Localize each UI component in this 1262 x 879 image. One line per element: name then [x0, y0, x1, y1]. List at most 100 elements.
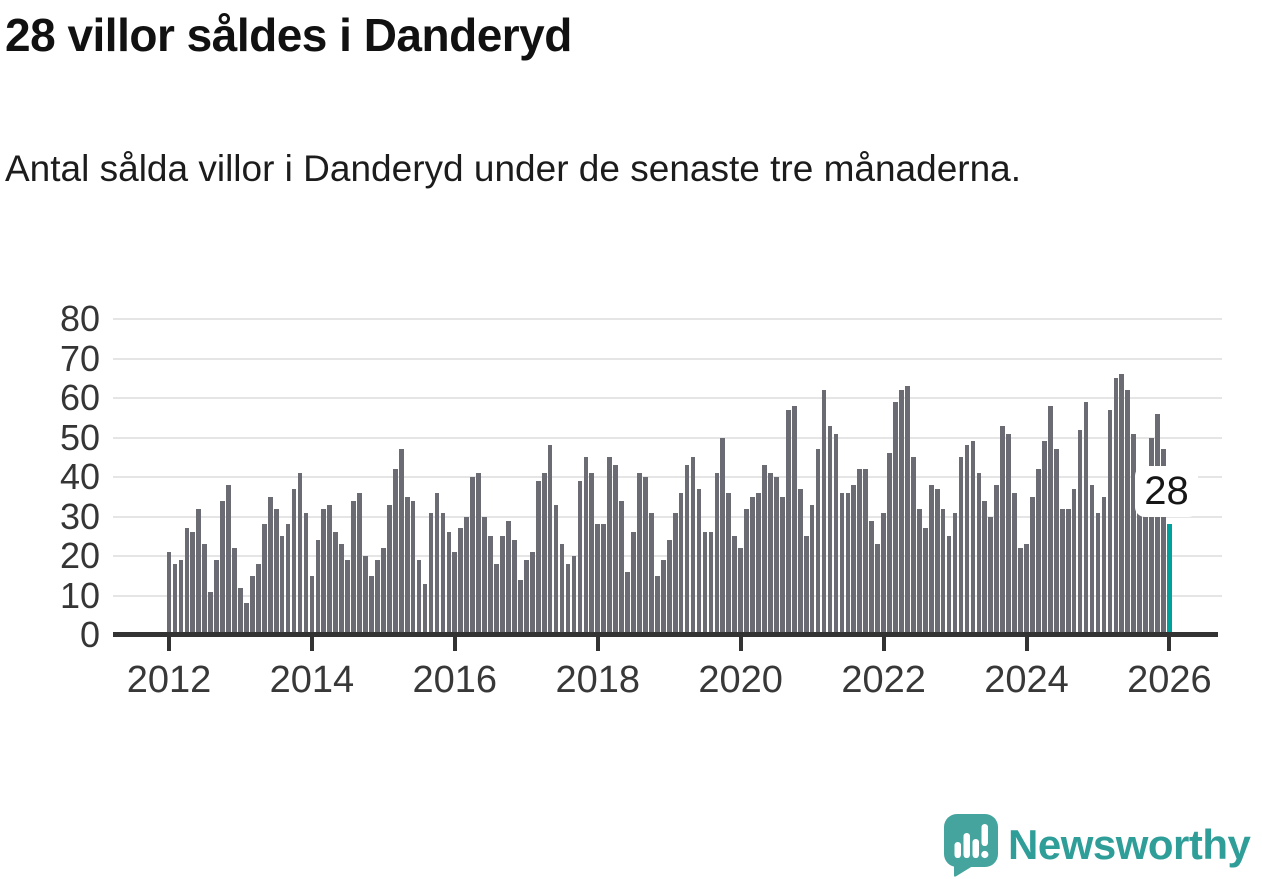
bar [357, 492, 362, 635]
bar [708, 532, 714, 635]
x-axis-tick-2024 [1024, 637, 1029, 651]
bar [1012, 492, 1017, 635]
y-axis-label-0: 0 [79, 614, 100, 655]
x-axis-label-2018: 2018 [555, 659, 641, 701]
bar [958, 457, 964, 636]
x-axis-label-2016: 2016 [412, 659, 498, 701]
bar [643, 477, 648, 635]
bar [273, 508, 279, 635]
bar [780, 496, 785, 636]
bar [774, 477, 779, 635]
bar [535, 480, 541, 635]
bar [184, 528, 190, 636]
bar [625, 571, 630, 635]
bar [345, 560, 350, 635]
bar [678, 492, 684, 635]
newsworthy-speech-bubble-chart-icon [944, 814, 998, 877]
y-axis-label-20: 20 [59, 535, 100, 576]
bar [297, 473, 303, 635]
bar [1053, 449, 1059, 636]
x-axis-tick-2012 [167, 637, 171, 651]
bar [363, 556, 368, 635]
bar [458, 528, 464, 636]
y-axis-label-80: 80 [59, 298, 100, 339]
bar [815, 449, 821, 636]
bar [1119, 374, 1125, 635]
bar [452, 552, 458, 635]
x-axis-label-2012: 2012 [126, 659, 212, 701]
gridline-y-40 [113, 476, 1222, 478]
bar [279, 536, 285, 636]
bar [631, 532, 636, 635]
bar [250, 575, 255, 636]
bar [232, 548, 237, 635]
bar [476, 473, 481, 635]
gridline-y-70 [113, 357, 1222, 360]
bar [601, 524, 607, 635]
bar [827, 425, 833, 635]
bar [190, 532, 196, 635]
bar [887, 453, 892, 635]
bar [619, 500, 624, 635]
bar [506, 520, 511, 636]
bar [386, 504, 392, 635]
bar [178, 560, 184, 635]
y-axis-label-60: 60 [59, 377, 100, 418]
bar [559, 544, 565, 635]
bar [1030, 496, 1035, 636]
x-axis-tick-2018 [595, 637, 600, 651]
gridline-y-80 [113, 318, 1222, 320]
bar [952, 512, 958, 635]
y-axis-label-50: 50 [59, 416, 100, 458]
bar [720, 437, 726, 635]
bar [756, 492, 761, 635]
bar [398, 449, 404, 636]
bar [976, 473, 982, 635]
bar [464, 516, 470, 635]
bar [1137, 473, 1142, 635]
bar [660, 560, 666, 635]
bar [893, 401, 898, 635]
bar [649, 512, 654, 635]
bar [1161, 449, 1166, 636]
bar [875, 544, 880, 635]
bar [220, 500, 225, 635]
bar [899, 390, 904, 635]
bar [916, 508, 922, 635]
bar [285, 524, 291, 635]
bar [1006, 433, 1011, 635]
bar [1000, 425, 1006, 635]
x-axis-tick-2022 [881, 637, 886, 651]
bar [726, 492, 732, 635]
bar [613, 465, 618, 635]
bar [1107, 409, 1113, 636]
x-axis-label-2024: 2024 [984, 659, 1069, 701]
bar [738, 548, 744, 635]
bar [416, 560, 422, 635]
bar [768, 473, 773, 635]
bar [714, 473, 720, 635]
bar [494, 563, 499, 635]
bar [529, 552, 535, 635]
x-axis-tick-2026 [1167, 637, 1172, 651]
bar [839, 492, 845, 635]
bar [928, 484, 934, 635]
bar [440, 512, 446, 635]
bar [589, 473, 595, 635]
bar [303, 512, 309, 635]
bar [762, 465, 767, 635]
last-value-annotation: 28 [1135, 466, 1198, 517]
bar [375, 560, 380, 635]
bar [196, 508, 202, 635]
bar [1042, 441, 1047, 635]
bar [315, 540, 321, 635]
bar [732, 536, 738, 636]
bar [1149, 437, 1154, 635]
bar [1077, 429, 1083, 635]
bar [1155, 413, 1160, 635]
bar [696, 488, 702, 636]
bar [940, 508, 946, 635]
bar [428, 512, 434, 635]
bar [934, 488, 940, 636]
